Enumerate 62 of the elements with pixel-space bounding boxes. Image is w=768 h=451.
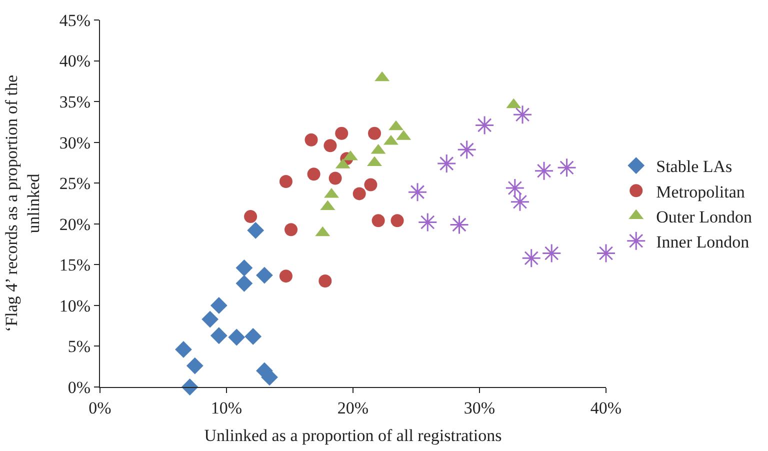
y-tick-label: 5% — [68, 337, 91, 356]
point — [307, 168, 320, 181]
point — [505, 178, 525, 198]
point — [328, 172, 342, 185]
y-axis-title: ‘Flag 4’ records as a proportion of the unlinked — [2, 75, 43, 332]
point — [510, 192, 530, 212]
point — [244, 328, 262, 345]
point — [256, 266, 273, 284]
x-tick-label: 40% — [590, 398, 622, 418]
point — [372, 214, 385, 228]
point — [352, 187, 366, 200]
legend-label: Stable LAs — [656, 157, 732, 176]
point — [474, 115, 494, 135]
y-tick-label: 35% — [59, 92, 91, 112]
x-tick-label: 20% — [337, 398, 369, 418]
point — [408, 182, 428, 202]
y-tick-label: 10% — [59, 296, 91, 316]
point — [175, 341, 192, 358]
point — [534, 161, 554, 181]
y-tick-label: 25% — [59, 174, 91, 194]
y-tick-label: 0% — [68, 378, 91, 397]
x-tick-label: 0% — [88, 398, 112, 418]
point — [512, 104, 532, 124]
point — [210, 327, 228, 344]
point — [335, 126, 348, 140]
point — [236, 259, 253, 276]
point — [436, 154, 456, 174]
point — [450, 214, 470, 234]
y-tick-label: 20% — [59, 214, 91, 234]
y-tick-label: 40% — [59, 52, 91, 71]
point — [279, 174, 292, 188]
x-tick-label: 10% — [210, 398, 242, 418]
point — [324, 139, 337, 152]
point — [210, 296, 228, 314]
point — [368, 126, 382, 140]
legend-label: Inner London — [656, 232, 750, 252]
point — [304, 133, 318, 146]
point — [390, 214, 404, 228]
point — [284, 223, 298, 236]
legend-label: Metropolitan — [656, 182, 746, 202]
point — [181, 378, 198, 396]
legend-label: Outer London — [656, 207, 752, 226]
point — [457, 140, 477, 160]
point — [318, 274, 332, 288]
point — [364, 178, 378, 192]
point — [522, 248, 542, 268]
point — [202, 310, 219, 328]
point — [236, 274, 253, 292]
point — [186, 357, 204, 374]
point — [247, 222, 264, 239]
point — [228, 328, 246, 346]
point — [244, 210, 258, 224]
x-axis-title: Unlinked as a proportion of all registrations — [204, 426, 502, 445]
y-tick-label: 30% — [59, 133, 91, 152]
y-tick-label: 45% — [59, 10, 91, 30]
point — [596, 244, 616, 263]
point — [279, 270, 292, 283]
point — [418, 212, 438, 232]
x-tick-label: 30% — [464, 398, 496, 418]
point — [557, 158, 577, 178]
point — [542, 244, 562, 263]
y-tick-label: 15% — [59, 256, 91, 275]
